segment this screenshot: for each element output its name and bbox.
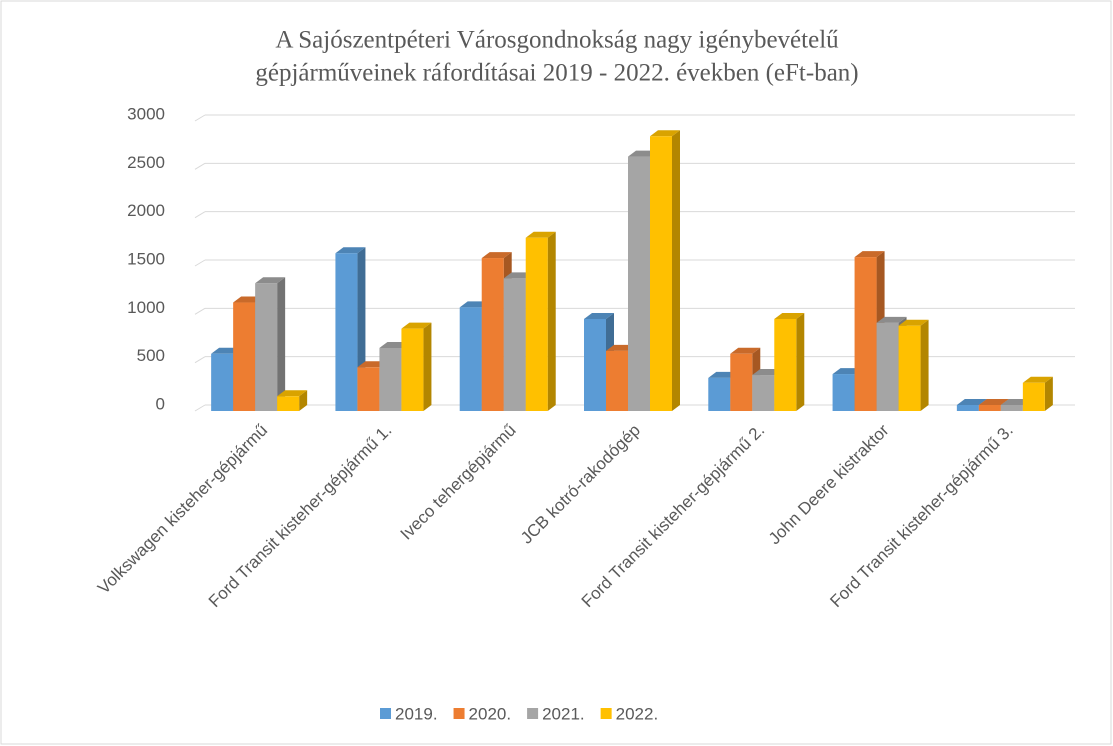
legend-label: 2022. [616, 704, 659, 723]
bar-front [525, 237, 548, 411]
bar [277, 390, 308, 411]
y-tick-label: 3000 [127, 104, 165, 123]
bar-top [730, 347, 761, 354]
bar [255, 277, 286, 411]
bar-side [1044, 376, 1053, 411]
bar [525, 231, 556, 411]
bar-top [854, 251, 885, 258]
legend-swatch [600, 708, 612, 719]
bar-side [796, 312, 805, 411]
grid-line [194, 307, 206, 315]
bar-side [277, 277, 286, 411]
bar-side [423, 322, 432, 411]
bar-front [233, 302, 256, 411]
bar-side [299, 390, 308, 411]
bar-top [525, 231, 556, 238]
bar-top [650, 130, 680, 137]
bar-front [708, 377, 731, 411]
legend-label: 2021. [542, 704, 585, 723]
bar-front [584, 318, 606, 411]
y-tick-label: 0 [156, 394, 165, 413]
bar-front [357, 367, 380, 411]
grid-line [194, 356, 206, 364]
grid-line [194, 259, 206, 267]
y-tick-label: 2500 [127, 153, 165, 172]
bar-front [876, 322, 899, 411]
grid-line [194, 114, 206, 122]
bar-front [752, 375, 775, 411]
bar-front [854, 257, 877, 411]
chart-title: gépjárműveinek ráfordításai 2019 - 2022.… [255, 60, 858, 87]
bar-top [1022, 376, 1053, 383]
bar-front [628, 156, 650, 411]
bar-side [920, 319, 929, 411]
bar-top [898, 319, 929, 326]
y-tick-label: 1000 [127, 298, 165, 317]
chart-title: A Sajószentpéteri Városgondnokság nagy i… [275, 27, 839, 54]
bar-top [584, 312, 614, 319]
bar-front [774, 318, 797, 411]
legend-label: 2019. [395, 704, 438, 723]
y-tick-label: 2000 [127, 201, 165, 220]
bar-front [335, 253, 358, 411]
bar-front [255, 283, 278, 411]
bar [898, 319, 929, 411]
bar [774, 312, 805, 411]
bar-top [774, 312, 805, 319]
bar-front [277, 396, 300, 411]
bar-top [956, 399, 987, 405]
bar-side [547, 231, 556, 411]
bar-top [401, 322, 432, 329]
bar-front [650, 136, 672, 411]
bar-top [277, 390, 308, 397]
grid-line [194, 404, 206, 412]
bar-front [956, 405, 979, 411]
bar-front [898, 325, 921, 411]
bar-top [335, 247, 366, 254]
bar-front [730, 353, 753, 411]
bar-front [211, 353, 234, 411]
bar-front [606, 350, 628, 411]
bar-top [876, 316, 907, 323]
grid-line [194, 211, 206, 219]
bar-top [978, 399, 1009, 405]
legend-swatch [527, 708, 539, 719]
y-tick-label: 500 [137, 346, 165, 365]
legend-swatch [453, 708, 465, 719]
y-tick-label: 1500 [127, 249, 165, 268]
bar-front [1022, 382, 1045, 411]
bar-front [1000, 405, 1023, 411]
bar-front [459, 307, 482, 411]
legend-label: 2020. [469, 704, 512, 723]
bar-front [379, 347, 402, 411]
bar-front [832, 374, 855, 411]
grid-line [194, 162, 206, 170]
bar [401, 322, 432, 411]
bar-side [672, 130, 680, 411]
bar-front [503, 278, 526, 411]
bar [650, 130, 680, 411]
bar-front [481, 258, 504, 411]
legend-swatch [380, 708, 391, 719]
bar-top [481, 252, 512, 259]
bar [1022, 376, 1053, 411]
bar-front [978, 405, 1001, 411]
bar-front [401, 328, 424, 411]
bar-top [255, 277, 286, 284]
